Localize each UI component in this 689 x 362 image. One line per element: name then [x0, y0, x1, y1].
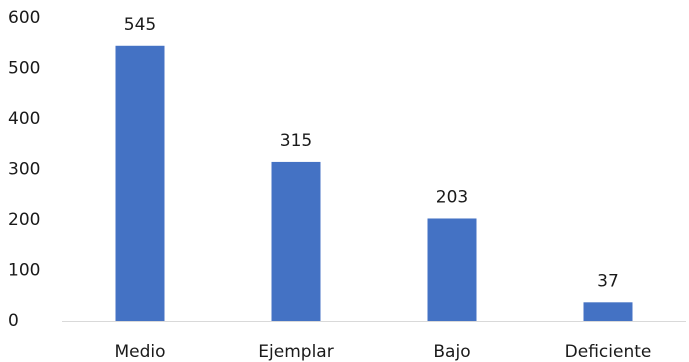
- y-tick-label: 300: [8, 160, 40, 180]
- bar: [583, 302, 633, 321]
- bar: [427, 218, 477, 321]
- data-label: 315: [280, 131, 312, 151]
- category-label: Deficiente: [565, 342, 652, 362]
- category-label: Ejemplar: [258, 342, 333, 362]
- y-tick-label: 400: [8, 109, 40, 129]
- category-label: Bajo: [433, 342, 470, 362]
- bar: [271, 161, 321, 321]
- data-label: 37: [597, 271, 619, 291]
- y-axis-ticks: 0 100 200 300 400 500 600: [8, 8, 40, 331]
- data-label: 545: [124, 15, 156, 35]
- category-labels-group: Medio Ejemplar Bajo Deficiente: [114, 342, 651, 362]
- data-labels-group: 545 315 203 37: [124, 15, 619, 292]
- bar: [115, 45, 165, 322]
- bars-group: [115, 45, 633, 322]
- y-tick-label: 500: [8, 59, 40, 79]
- y-tick-label: 0: [8, 311, 19, 331]
- category-label: Medio: [114, 342, 165, 362]
- y-tick-label: 100: [8, 261, 40, 281]
- data-label: 203: [436, 187, 468, 207]
- y-tick-label: 600: [8, 8, 40, 28]
- y-tick-label: 200: [8, 210, 40, 230]
